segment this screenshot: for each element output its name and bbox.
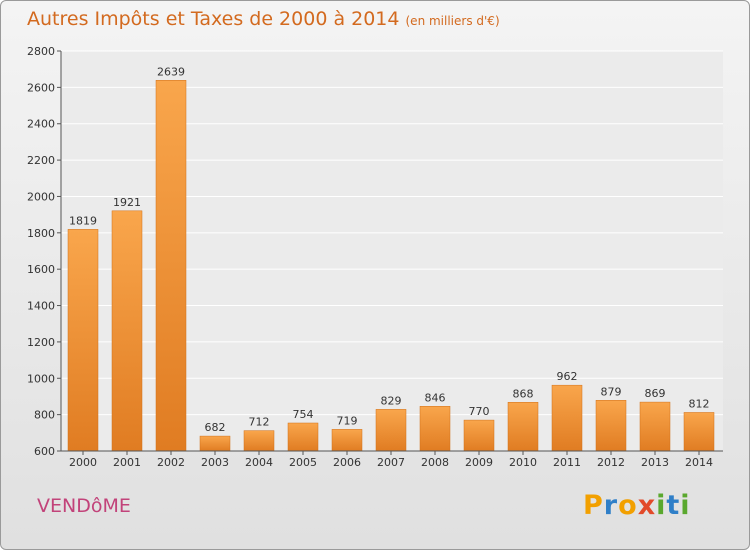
bar [67,229,99,452]
bar [111,210,143,452]
data-label: 754 [293,408,314,421]
bar [683,412,715,452]
city-name: VENDôME [37,495,131,517]
bar [199,435,231,452]
data-label: 869 [645,387,666,400]
data-label: 879 [601,385,622,398]
x-tick-label: 2004 [245,456,273,469]
y-tick-label: 2400 [27,118,55,131]
bar [155,80,187,452]
data-label: 962 [557,370,578,383]
x-tick-label: 2009 [465,456,493,469]
data-label: 2639 [157,65,185,78]
x-tick-label: 2007 [377,456,405,469]
x-tick-label: 2008 [421,456,449,469]
data-label: 712 [249,416,270,429]
logo-letter: r [603,490,619,521]
bar [595,400,627,452]
bar [331,429,363,452]
proxiti-logo: Proxiti [583,490,691,521]
y-tick-label: 600 [34,445,55,458]
data-label: 812 [689,397,710,410]
data-label: 846 [425,391,446,404]
logo-letter: i [680,490,691,521]
logo-letter: t [666,490,681,521]
data-label: 829 [381,394,402,407]
y-tick-label: 1200 [27,336,55,349]
chart-title-text: Autres Impôts et Taxes de 2000 à 2014 [27,8,400,30]
y-tick-label: 1600 [27,263,55,276]
y-tick-label: 2800 [27,45,55,58]
y-tick-label: 2200 [27,154,55,167]
y-tick-label: 1800 [27,227,55,240]
data-label: 868 [513,387,534,400]
x-tick-label: 2006 [333,456,361,469]
logo-letter: o [618,490,638,521]
data-label: 770 [469,405,490,418]
data-label: 1921 [113,196,141,209]
y-tick-label: 1400 [27,300,55,313]
x-tick-label: 2011 [553,456,581,469]
bar [375,409,407,452]
x-tick-label: 2014 [685,456,713,469]
logo-letter: P [583,490,604,521]
bar [551,384,583,452]
x-tick-label: 2005 [289,456,317,469]
bar [419,406,451,452]
x-tick-label: 2013 [641,456,669,469]
logo-letter: i [656,490,667,521]
data-label: 682 [205,421,226,434]
bar [287,422,319,452]
data-label: 1819 [69,214,97,227]
x-tick-label: 2000 [69,456,97,469]
y-tick-label: 800 [34,409,55,422]
logo-letter: x [637,490,657,521]
data-label: 719 [337,414,358,427]
x-tick-label: 2003 [201,456,229,469]
chart-title: Autres Impôts et Taxes de 2000 à 2014 (en… [27,8,500,30]
x-tick-label: 2001 [113,456,141,469]
y-tick-label: 2600 [27,81,55,94]
x-tick-label: 2002 [157,456,185,469]
x-tick-label: 2010 [509,456,537,469]
bar [507,402,539,452]
bar [639,401,671,452]
chart-unit: (en milliers d'€) [405,14,500,28]
bar [243,430,275,452]
y-tick-label: 1000 [27,372,55,385]
bar [463,419,495,452]
x-tick-label: 2012 [597,456,625,469]
y-tick-label: 2000 [27,190,55,203]
